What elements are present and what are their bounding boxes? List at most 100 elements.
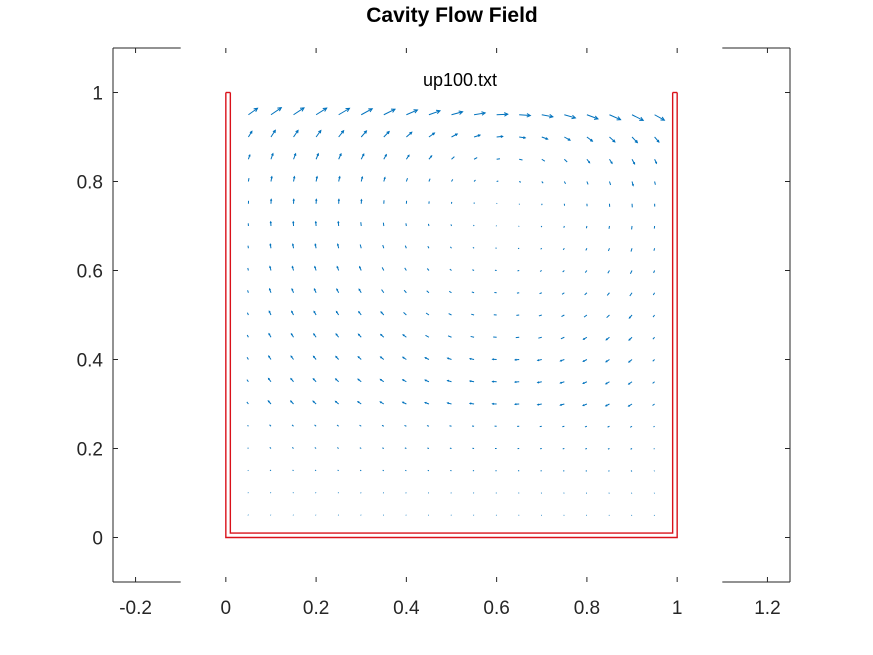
velocity-arrow (540, 247, 543, 250)
velocity-arrow (585, 448, 588, 450)
chart-title: Cavity Flow Field (366, 4, 538, 27)
velocity-arrow (541, 181, 544, 184)
velocity-arrow (405, 177, 408, 182)
velocity-arrow (629, 425, 633, 428)
velocity-arrow-head (322, 107, 328, 112)
velocity-arrow-head (545, 137, 549, 140)
velocity-arrow (404, 245, 407, 249)
velocity-arrow-head (314, 265, 317, 269)
velocity-arrow-head (334, 378, 338, 381)
velocity-arrow-head (268, 332, 271, 336)
velocity-arrow (247, 131, 253, 138)
velocity-arrow-head (401, 401, 405, 404)
velocity-arrow-head (368, 108, 374, 113)
velocity-arrow-head (314, 243, 317, 246)
velocity-arrow (291, 447, 294, 449)
velocity-arrow (538, 314, 542, 317)
velocity-arrow (471, 291, 475, 294)
velocity-arrow-head (315, 198, 318, 201)
velocity-arrow-head (313, 288, 316, 291)
velocity-arrow (564, 114, 576, 119)
cavity-inner-wall (229, 92, 674, 534)
velocity-arrow (246, 312, 249, 316)
velocity-arrow-head (632, 162, 636, 165)
velocity-arrow (403, 312, 407, 316)
velocity-arrow (403, 289, 407, 294)
velocity-arrow (607, 425, 610, 428)
velocity-arrow (246, 334, 249, 338)
velocity-arrow (269, 447, 272, 449)
velocity-arrow (586, 181, 589, 185)
velocity-arrow-head (582, 382, 585, 385)
velocity-arrow-head (536, 359, 540, 362)
velocity-arrow (270, 107, 282, 116)
velocity-arrow (381, 424, 385, 427)
velocity-arrow-head (312, 377, 315, 381)
velocity-arrow (609, 114, 621, 121)
velocity-arrow-head (363, 130, 368, 134)
velocity-arrow (382, 447, 385, 449)
velocity-arrow-head (631, 183, 634, 187)
velocity-arrow-head (582, 359, 585, 362)
velocity-arrow-head (340, 129, 345, 134)
velocity-arrow-head (582, 404, 585, 407)
velocity-arrow-head (567, 138, 571, 141)
velocity-arrow (451, 156, 455, 160)
velocity-arrow-head (293, 152, 297, 156)
velocity-arrow (247, 469, 249, 472)
velocity-arrow (629, 292, 633, 297)
velocity-arrow-head (559, 359, 562, 362)
velocity-arrow-head (468, 380, 472, 383)
velocity-arrow (383, 108, 396, 116)
velocity-arrow (630, 248, 633, 252)
velocity-arrow (246, 379, 249, 383)
velocity-arrow-head (337, 198, 340, 201)
velocity-arrow-head (430, 155, 433, 158)
velocity-arrow (652, 359, 655, 362)
velocity-arrow-head (610, 161, 613, 165)
velocity-arrow (562, 270, 565, 273)
velocity-arrow (631, 114, 644, 121)
velocity-arrow-head (491, 402, 495, 405)
velocity-arrow-head (268, 287, 271, 291)
velocity-arrow-head (627, 360, 631, 363)
velocity-arrow (653, 248, 656, 251)
velocity-arrow-head (335, 355, 338, 359)
velocity-arrow (246, 357, 249, 360)
velocity-arrow-head (383, 176, 386, 180)
velocity-arrow-head (357, 333, 360, 336)
velocity-arrow-head (267, 377, 270, 380)
velocity-arrow (426, 268, 430, 271)
velocity-arrow (426, 425, 430, 427)
velocity-arrow-head (401, 379, 405, 382)
velocity-arrow-head (589, 138, 594, 142)
y-tick-label: 0.6 (77, 262, 103, 283)
velocity-arrow (449, 268, 452, 271)
velocity-arrow (607, 448, 610, 450)
velocity-arrow (447, 335, 452, 338)
velocity-arrow-head (336, 288, 339, 291)
velocity-arrow (406, 131, 413, 138)
velocity-arrow (585, 248, 588, 251)
velocity-arrow (269, 424, 272, 427)
velocity-arrow (448, 290, 452, 294)
velocity-arrow (247, 447, 249, 449)
velocity-arrow (473, 157, 478, 160)
velocity-arrow-head (477, 134, 482, 137)
velocity-arrow (473, 224, 475, 227)
velocity-arrow-head (269, 265, 272, 269)
velocity-arrow-head (639, 116, 645, 121)
velocity-arrow (359, 244, 362, 249)
velocity-arrow-head (271, 152, 274, 156)
velocity-arrow-head (514, 358, 517, 361)
velocity-arrow (563, 158, 568, 163)
velocity-arrow-head (295, 129, 299, 134)
velocity-arrow (451, 179, 454, 182)
velocity-arrow (425, 312, 430, 316)
velocity-arrow (496, 113, 508, 116)
y-tick-label: 0.4 (77, 351, 104, 372)
velocity-arrow (451, 111, 463, 116)
velocity-arrow (584, 270, 588, 273)
velocity-arrow-head (386, 130, 390, 135)
